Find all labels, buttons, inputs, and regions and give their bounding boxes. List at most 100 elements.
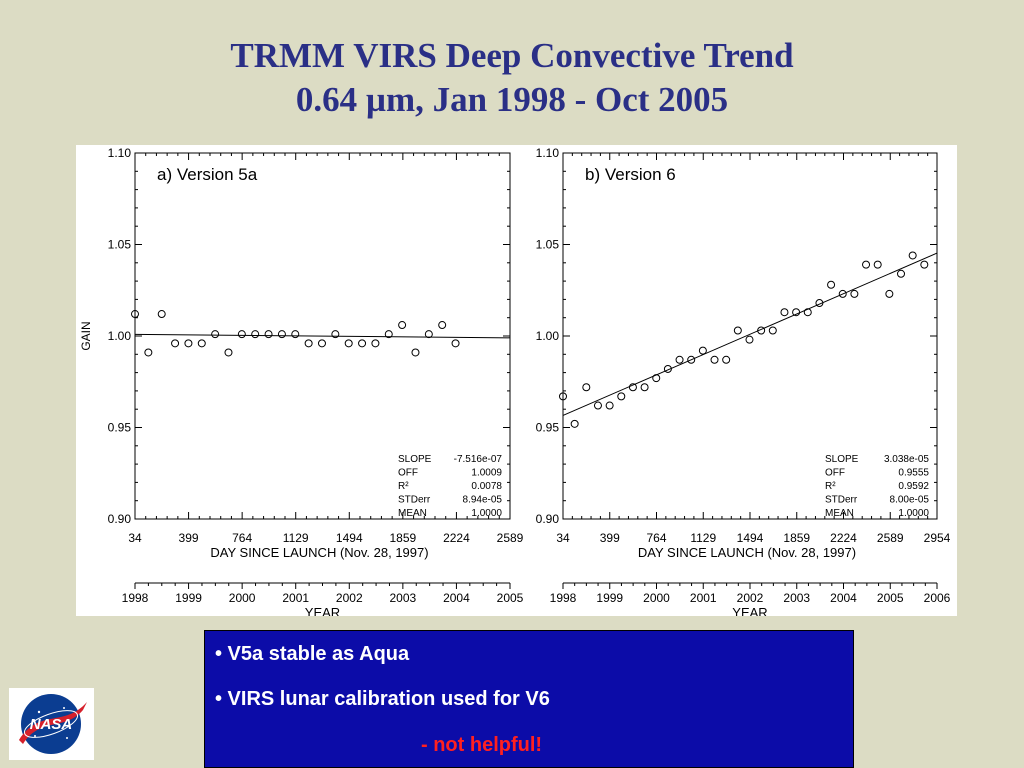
- title-line-2: 0.64 µm, Jan 1998 - Oct 2005: [295, 80, 729, 119]
- year-tick-label: 1998: [122, 591, 149, 605]
- stat-value: 1.0000: [471, 508, 502, 519]
- x-tick-label: 2589: [877, 531, 904, 545]
- data-point: [733, 326, 742, 335]
- data-point: [827, 280, 836, 289]
- slide-title: TRMM VIRS Deep Convective Trend 0.64 µm,…: [0, 34, 1024, 122]
- data-point: [451, 339, 460, 348]
- notes-box: • V5a stable as Aqua • VIRS lunar calibr…: [204, 630, 854, 768]
- x-tick-label: 399: [179, 531, 199, 545]
- y-tick-label: 1.05: [536, 238, 560, 252]
- x-tick-label: 764: [232, 531, 252, 545]
- x-tick-label: 399: [600, 531, 620, 545]
- data-point: [780, 308, 789, 317]
- year-tick-label: 1999: [596, 591, 623, 605]
- y-tick-label: 1.00: [108, 329, 132, 343]
- data-point: [304, 339, 313, 348]
- data-point: [171, 339, 180, 348]
- year-tick-label: 2000: [643, 591, 670, 605]
- stat-value: 1.0009: [471, 468, 502, 479]
- stat-value: 1.0000: [898, 508, 929, 519]
- year-tick-label: 2000: [229, 591, 256, 605]
- data-point: [593, 401, 602, 410]
- stat-label: MEAN: [825, 508, 854, 519]
- title-line-1: TRMM VIRS Deep Convective Trend: [230, 36, 794, 75]
- data-point: [698, 346, 707, 355]
- data-point: [745, 335, 754, 344]
- y-axis-label: GAIN: [79, 321, 93, 350]
- stat-value: 0.9555: [898, 468, 929, 479]
- note-highlight: - not helpful!: [421, 734, 543, 756]
- data-point: [838, 289, 847, 298]
- y-tick-label: 0.90: [108, 512, 132, 526]
- x-tick-label: 34: [556, 531, 570, 545]
- data-point: [144, 348, 153, 357]
- year-tick-label: 2005: [497, 591, 524, 605]
- data-point: [873, 260, 882, 269]
- nasa-logo-vector: [19, 702, 87, 744]
- y-tick-label: 1.10: [108, 146, 132, 160]
- data-point: [628, 383, 637, 392]
- data-point: [291, 330, 300, 339]
- nasa-logo-star: [63, 707, 65, 709]
- y-tick-label: 0.95: [108, 421, 132, 435]
- year-tick-label: 2002: [336, 591, 363, 605]
- fit-line: [134, 333, 511, 339]
- data-point: [371, 339, 380, 348]
- stat-label: R²: [398, 481, 409, 492]
- y-tick-label: 1.10: [536, 146, 560, 160]
- x-tick-label: 1129: [690, 531, 716, 545]
- stat-value: 0.9592: [898, 481, 929, 492]
- year-tick-label: 1998: [550, 591, 577, 605]
- x-tick-label: 1859: [783, 531, 810, 545]
- stat-label: STDerr: [398, 495, 431, 506]
- nasa-logo: NASA: [9, 688, 94, 760]
- year-axis-label: YEAR: [732, 605, 767, 616]
- data-point: [687, 355, 696, 364]
- year-tick-label: 2003: [783, 591, 810, 605]
- data-point: [897, 269, 906, 278]
- data-point: [398, 321, 407, 330]
- panel-label: a) Version 5a: [157, 165, 258, 184]
- data-point: [237, 330, 246, 339]
- stat-value: 8.00e-05: [890, 495, 930, 506]
- data-point: [768, 326, 777, 335]
- stat-label: SLOPE: [825, 454, 859, 465]
- nasa-logo-text: NASA: [30, 716, 73, 733]
- nasa-logo-star: [37, 710, 41, 714]
- data-point: [358, 339, 367, 348]
- data-point: [211, 330, 220, 339]
- fit-line: [562, 252, 938, 416]
- x-tick-label: 2954: [924, 531, 951, 545]
- data-point: [197, 339, 206, 348]
- x-tick-label: 1494: [737, 531, 764, 545]
- x-axis-label: DAY SINCE LAUNCH (Nov. 28, 1997): [210, 545, 428, 560]
- stat-label: OFF: [398, 468, 418, 479]
- data-point: [722, 355, 731, 364]
- data-point: [815, 299, 824, 308]
- data-point: [570, 419, 579, 428]
- data-point: [344, 339, 353, 348]
- year-tick-label: 1999: [175, 591, 202, 605]
- data-point: [605, 401, 614, 410]
- data-point: [663, 364, 672, 373]
- data-point: [862, 260, 871, 269]
- data-point: [908, 251, 917, 260]
- stat-label: OFF: [825, 468, 845, 479]
- data-point: [652, 374, 661, 383]
- data-point: [424, 330, 433, 339]
- nasa-logo-star: [34, 735, 36, 737]
- plot-area: 1.10 1.05 1.00 0.95 0.90 34 399 764 1129 1494 1859…: [76, 145, 957, 616]
- x-axis-label: DAY SINCE LAUNCH (Nov. 28, 1997): [638, 545, 856, 560]
- data-point: [251, 330, 260, 339]
- x-tick-label: 1494: [336, 531, 363, 545]
- x-tick-label: 34: [128, 531, 142, 545]
- data-point: [224, 348, 233, 357]
- stat-label: SLOPE: [398, 454, 432, 465]
- panel-label: b) Version 6: [585, 165, 676, 184]
- data-point: [184, 339, 193, 348]
- data-point: [384, 330, 393, 339]
- data-point: [792, 308, 801, 317]
- stat-label: MEAN: [398, 508, 427, 519]
- y-tick-label: 1.00: [536, 329, 560, 343]
- data-point: [617, 392, 626, 401]
